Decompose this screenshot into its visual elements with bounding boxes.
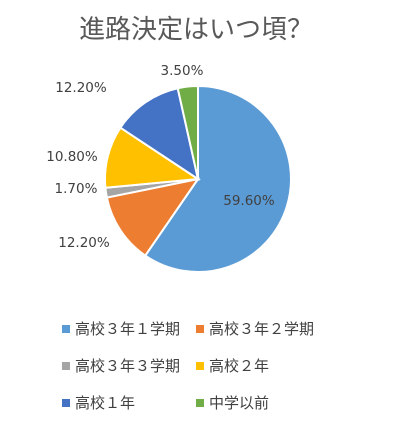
legend-label: 高校３年１学期	[75, 320, 181, 338]
chart-title: 進路決定はいつ頃？	[79, 15, 313, 45]
pie-slice	[119, 87, 200, 182]
legend-label: 高校３年２学期	[209, 320, 315, 338]
legend-swatch	[196, 398, 204, 407]
legend-item: 高校３年１学期	[62, 318, 190, 339]
data-label: 12.20%	[58, 235, 110, 251]
legend-label: 高校２年	[209, 357, 270, 375]
data-labels: 59.60% 12.20% 1.70% 10.80% 12.20% 3.50%	[46, 63, 275, 251]
legend-item: 高校３年２学期	[196, 318, 346, 339]
data-label: 3.50%	[161, 63, 204, 79]
legend-item: 高校３年３学期	[62, 355, 190, 376]
legend-label: 高校１年	[75, 394, 136, 412]
pie-slices	[104, 84, 292, 273]
legend-label: 高校３年３学期	[75, 357, 181, 375]
pie-slice	[143, 84, 292, 273]
legend-item: 高校２年	[196, 355, 346, 376]
legend-swatch	[62, 324, 70, 333]
pie-slice	[105, 177, 201, 257]
legend-item: 中学以前	[196, 392, 346, 413]
data-label: 12.20%	[55, 80, 107, 96]
legend-item: 高校１年	[62, 392, 190, 413]
data-label: 1.70%	[55, 181, 98, 197]
legend-swatch	[62, 361, 70, 370]
legend-label: 中学以前	[209, 394, 270, 412]
legend-swatch	[62, 398, 70, 407]
legend-swatch	[196, 324, 204, 333]
data-label: 10.80%	[46, 149, 98, 165]
pie-slice	[176, 84, 199, 180]
legend-swatch	[196, 361, 204, 370]
chart-legend: 高校３年１学期 高校３年２学期高校３年３学期 高校２年高校１年 中学以前	[62, 318, 392, 413]
data-label: 59.60%	[223, 193, 275, 209]
